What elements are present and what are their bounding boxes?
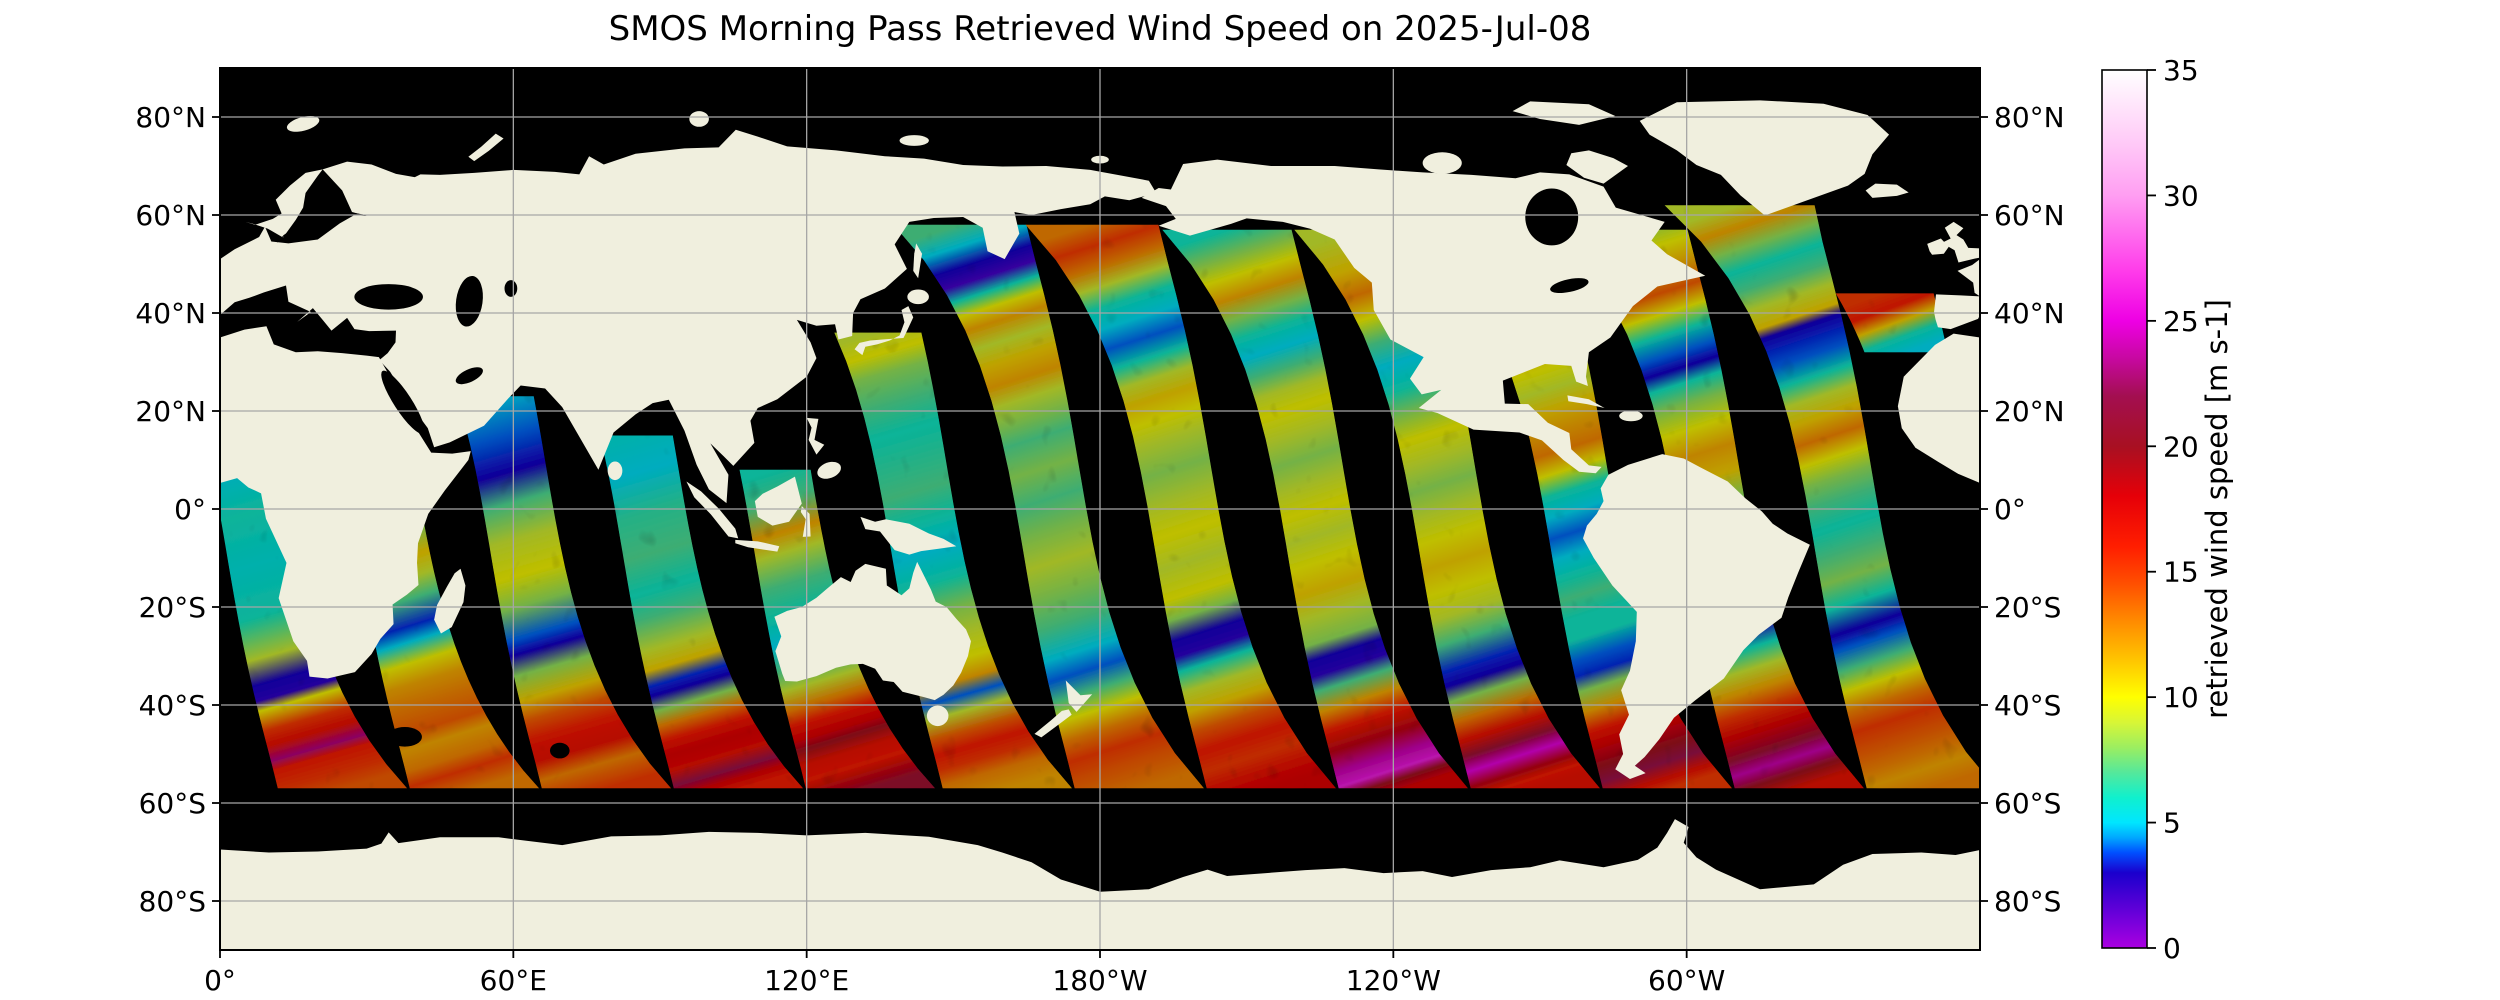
colorbar-tick-label: 20 — [2163, 430, 2199, 463]
masked-island — [387, 727, 422, 747]
landmass-greenland — [1639, 100, 1890, 216]
wind-swath — [1025, 224, 1336, 789]
island — [817, 461, 841, 479]
landmass-australia — [774, 561, 971, 701]
island — [1422, 152, 1462, 174]
lat-tick-label-right: 20°N — [1994, 395, 2065, 428]
colorbar-tick-label: 15 — [2163, 556, 2199, 589]
lat-tick-label-left: 80°N — [135, 101, 206, 134]
landmass-scandinavia — [245, 169, 323, 238]
landmass-newguinea — [860, 516, 957, 555]
landmass-nz_south — [1034, 709, 1072, 738]
landmass-africa_w — [1897, 333, 1980, 484]
sea — [455, 367, 483, 385]
lat-tick-label-right: 80°S — [1994, 885, 2061, 918]
sea — [504, 280, 518, 297]
wind-swath — [893, 224, 1204, 789]
landmass-sulawesi — [800, 506, 811, 537]
colorbar-label: retrieved wind speed [m s-1] — [2200, 299, 2234, 719]
landmass-sumatra — [686, 481, 739, 539]
wind-swath — [1664, 205, 1980, 789]
lon-tick-label: 60°E — [480, 964, 547, 997]
masked-islands-layer — [387, 519, 994, 759]
lake-baltic — [276, 189, 364, 244]
lat-tick-label-right: 20°S — [1994, 591, 2061, 624]
island — [926, 705, 949, 727]
lon-tick-label: 120°E — [764, 964, 849, 997]
colorbar-tick-label: 10 — [2163, 681, 2199, 714]
lon-tick-label: 120°W — [1346, 964, 1441, 997]
landmass-iceland — [1865, 183, 1909, 198]
island — [907, 289, 929, 305]
colorbar-gradient — [2101, 69, 2148, 949]
lat-tick-label-left: 60°S — [139, 787, 206, 820]
map-panel: 80°N 80°N 60°N 60°N 40°N 40°N 20°N 20°N 0° 0° 20°S… — [135, 67, 2065, 997]
colorbar: 0 5 10 15 20 25 30 35 retrieved wind speed [m s… — [2101, 54, 2234, 965]
sea — [354, 284, 423, 310]
island — [1619, 410, 1643, 422]
landmass-honshu — [854, 306, 914, 356]
landmass-nz_north — [1065, 680, 1093, 712]
lat-tick-label-left: 80°S — [139, 885, 206, 918]
graticule-layer — [220, 68, 1980, 950]
landmass-sakhalin — [913, 243, 923, 279]
island — [689, 111, 709, 127]
lat-tick-label-right: 40°N — [1994, 297, 2065, 330]
island — [607, 461, 623, 481]
landmass-uk — [1941, 221, 1980, 263]
masked-island — [976, 519, 994, 538]
lat-tick-label-left: 20°N — [135, 395, 206, 428]
landmass-luzon — [806, 417, 825, 455]
colorbar-tick-label: 25 — [2163, 305, 2199, 338]
colorbar-tick-label: 35 — [2163, 54, 2199, 87]
landmass-ellesmere — [1512, 101, 1616, 125]
lat-tick-label-left: 0° — [174, 493, 206, 526]
colorbar-tick-label: 30 — [2163, 179, 2199, 212]
sea — [381, 370, 425, 434]
sea — [455, 275, 483, 327]
lat-tick-label-left: 60°N — [135, 199, 206, 232]
axis-ticks: 80°N 80°N 60°N 60°N 40°N 40°N 20°N 20°N 0° 0° 20°S… — [135, 101, 2064, 997]
colorbar-ticks: 0 5 10 15 20 25 30 35 — [2147, 54, 2199, 965]
lat-tick-label-right: 0° — [1994, 493, 2026, 526]
lat-tick-label-left: 40°N — [135, 297, 206, 330]
lon-tick-label: 60°W — [1648, 964, 1725, 997]
landmass-antarctica — [220, 819, 1980, 950]
landmass-novaya_zemlya — [468, 133, 504, 162]
lat-tick-label-right: 40°S — [1994, 689, 2061, 722]
landmass-ireland — [1927, 238, 1949, 255]
colorbar-tick-label: 0 — [2163, 932, 2181, 965]
landmass-java — [735, 539, 780, 552]
colorbar-tick-label: 5 — [2163, 807, 2181, 840]
landmass-france_w — [1957, 259, 1980, 297]
lat-tick-label-left: 20°S — [139, 591, 206, 624]
lat-tick-label-right: 80°N — [1994, 101, 2065, 134]
sea — [1550, 278, 1589, 294]
lon-tick-label: 180°W — [1052, 964, 1147, 997]
landmass-iberia — [1934, 294, 1980, 330]
wind-swath — [599, 435, 804, 789]
island — [899, 135, 929, 146]
lat-tick-label-left: 40°S — [139, 689, 206, 722]
island — [286, 115, 320, 132]
landmass-borneo — [754, 476, 802, 526]
sea — [1525, 188, 1579, 246]
lakes-layer — [276, 188, 1589, 434]
landmass-samerica — [1583, 454, 1810, 779]
wind-swath — [834, 332, 1072, 789]
landmass-cuba — [1567, 395, 1605, 409]
wind-swath — [1835, 293, 1948, 353]
landmass-baffin — [1566, 150, 1628, 184]
landmass-africa_e — [220, 326, 471, 679]
wind-swath — [457, 396, 672, 789]
landmass-eurasia — [220, 129, 1157, 504]
landmass-madagascar — [434, 568, 466, 634]
lon-tick-label: 0° — [204, 964, 236, 997]
lat-tick-label-right: 60°S — [1994, 787, 2061, 820]
masked-island — [549, 742, 570, 759]
figure-title: SMOS Morning Pass Retrieved Wind Speed o… — [609, 9, 1592, 49]
lat-tick-label-right: 60°N — [1994, 199, 2065, 232]
